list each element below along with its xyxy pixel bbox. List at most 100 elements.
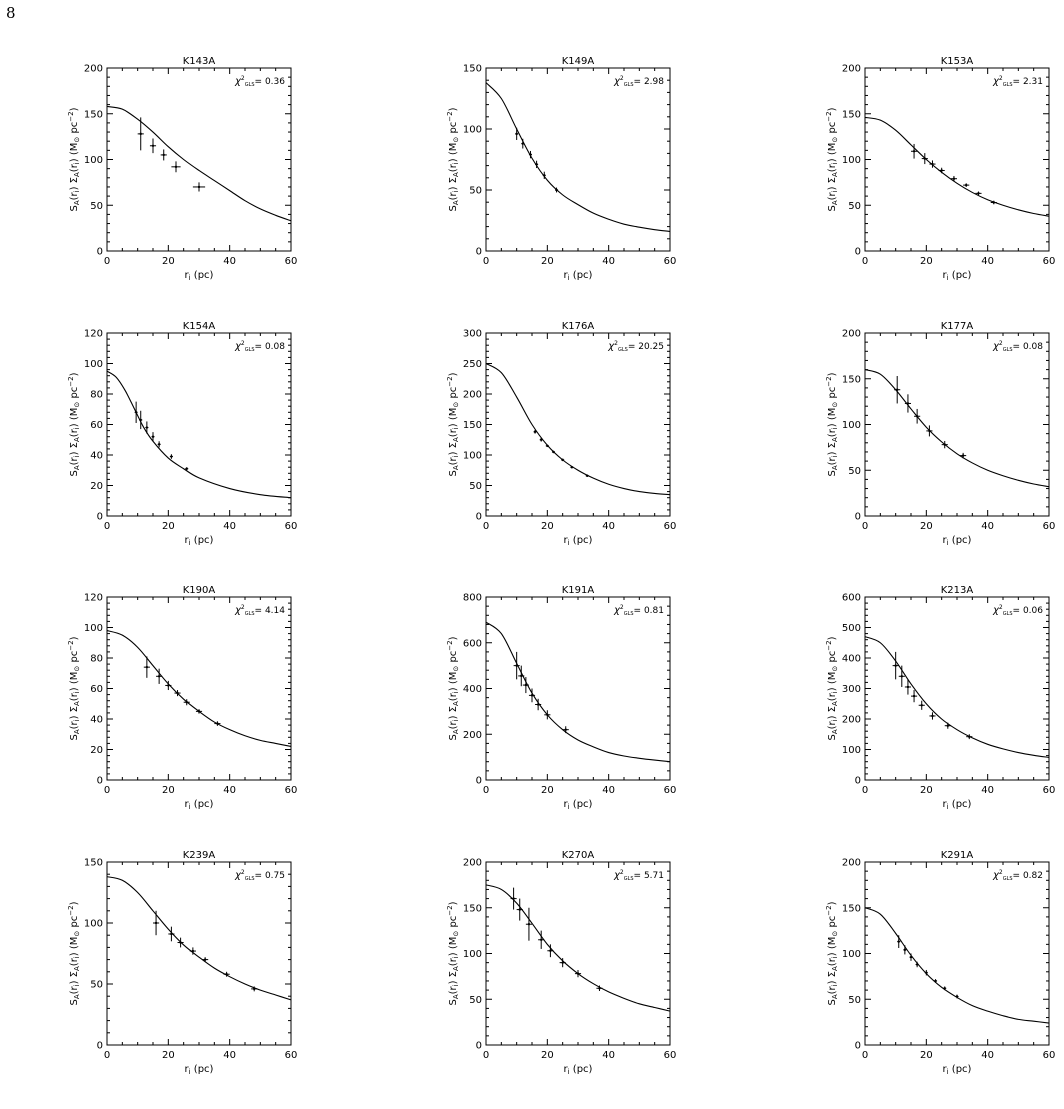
data-point xyxy=(941,440,948,449)
x-tick-label: 0 xyxy=(862,256,868,267)
y-tick-label: 0 xyxy=(855,247,861,258)
y-tick-label: 0 xyxy=(855,512,861,523)
y-tick-label: 0 xyxy=(855,776,861,787)
point-marker xyxy=(586,474,589,477)
y-tick-label: 120 xyxy=(84,329,103,340)
point-marker xyxy=(520,674,523,678)
point-marker xyxy=(576,972,580,975)
point-marker xyxy=(253,987,256,991)
data-point xyxy=(926,425,933,437)
y-tick-label: 100 xyxy=(463,125,482,136)
data-point xyxy=(160,149,167,161)
y-axis-label: SA(ri) ΣA(ri) (M⊙ pc−2) xyxy=(67,901,81,1005)
chi2-value: 0.75 xyxy=(265,871,285,881)
y-tick-label: 600 xyxy=(842,593,861,604)
data-point xyxy=(151,432,155,442)
data-point xyxy=(570,465,574,469)
data-point xyxy=(165,680,172,691)
panel-title: K176A xyxy=(562,321,595,332)
point-marker xyxy=(536,703,540,706)
data-point xyxy=(894,376,901,404)
panel-title: K143A xyxy=(183,56,216,67)
x-tick-label: 20 xyxy=(162,785,175,796)
y-tick-label: 60 xyxy=(90,684,103,695)
y-tick-label: 100 xyxy=(842,155,861,166)
data-point xyxy=(533,429,537,434)
x-tick-label: 0 xyxy=(862,1050,868,1061)
y-tick-label: 100 xyxy=(842,949,861,960)
y-axis-label: SA(ri) ΣA(ri) (M⊙ pc−2) xyxy=(825,107,839,211)
plot-frame xyxy=(864,332,1050,517)
x-tick-label: 60 xyxy=(1043,521,1056,532)
x-tick-label: 60 xyxy=(285,1050,298,1061)
chi2-annotation: χ2GLS= 20.25 xyxy=(607,340,664,353)
point-marker xyxy=(897,940,900,943)
model-curve xyxy=(864,636,1050,758)
data-point xyxy=(975,191,982,196)
point-marker xyxy=(521,142,524,145)
y-tick-label: 150 xyxy=(463,64,482,75)
data-point xyxy=(521,138,525,149)
point-marker xyxy=(170,932,173,936)
plot-frame xyxy=(106,596,292,781)
data-point xyxy=(169,454,173,459)
y-tick-label: 50 xyxy=(469,481,482,492)
point-marker xyxy=(961,454,965,457)
point-marker xyxy=(174,165,178,169)
x-tick-label: 60 xyxy=(664,785,677,796)
y-axis-label: SA(ri) ΣA(ri) (M⊙ pc−2) xyxy=(825,372,839,476)
point-marker xyxy=(191,949,195,953)
panel-K149A: K149A 0 20 40 60 0 50 100 150 ri (pc) SA(ri) ΣA(ri… xyxy=(446,56,676,282)
model-curve xyxy=(106,105,292,222)
data-point xyxy=(963,183,970,187)
x-axis-label: ri (pc) xyxy=(185,799,214,811)
y-tick-label: 0 xyxy=(97,776,103,787)
panel-title: K213A xyxy=(941,585,974,596)
point-marker xyxy=(527,923,531,926)
data-point xyxy=(897,935,901,949)
y-tick-label: 100 xyxy=(84,919,103,930)
x-tick-label: 20 xyxy=(920,785,933,796)
data-point xyxy=(904,679,911,695)
y-axis-label: SA(ri) ΣA(ri) (M⊙ pc−2) xyxy=(446,636,460,740)
x-axis-label: ri (pc) xyxy=(943,799,972,811)
y-axis-label: SA(ri) ΣA(ri) (M⊙ pc−2) xyxy=(446,372,460,476)
data-point xyxy=(168,926,175,942)
point-marker xyxy=(170,455,173,458)
data-point xyxy=(918,700,925,710)
panel-K153A: K153A 0 20 40 60 0 50 100 150 200 ri (pc) SA(ri) ΣA… xyxy=(825,56,1055,282)
panel-K177A: K177A 0 20 40 60 0 50 100 150 200 ri (pc) SA(ri) ΣA… xyxy=(825,321,1055,547)
point-marker xyxy=(145,426,149,429)
point-marker xyxy=(145,665,149,669)
data-point xyxy=(915,961,919,968)
y-axis-label: SA(ri) ΣA(ri) (M⊙ pc−2) xyxy=(825,901,839,1005)
panel-title: K177A xyxy=(941,321,974,332)
point-marker xyxy=(533,430,537,434)
point-marker xyxy=(216,722,219,725)
y-tick-label: 20 xyxy=(90,745,103,756)
chi2-annotation: χ2GLS= 0.81 xyxy=(613,604,664,617)
x-tick-label: 20 xyxy=(162,521,175,532)
point-marker xyxy=(952,177,956,180)
chi2-annotation: χ2GLS= 2.98 xyxy=(613,75,664,88)
chi2-annotation: χ2GLS= 0.82 xyxy=(992,869,1043,882)
data-point xyxy=(892,651,899,680)
panel-K291A: K291A 0 20 40 60 0 50 100 150 200 ri (pc) SA(ri) ΣA… xyxy=(825,850,1055,1076)
y-tick-label: 40 xyxy=(90,451,103,462)
data-point xyxy=(516,898,523,921)
chi2-value: 2.31 xyxy=(1023,77,1043,87)
y-tick-label: 100 xyxy=(842,745,861,756)
x-tick-label: 60 xyxy=(664,521,677,532)
x-tick-label: 40 xyxy=(223,256,236,267)
plot-frame xyxy=(485,67,671,252)
point-marker xyxy=(915,963,919,966)
chi2-value: 2.98 xyxy=(644,77,664,87)
panel-title: K270A xyxy=(562,850,595,861)
data-point xyxy=(223,971,230,977)
data-point xyxy=(157,441,161,448)
x-tick-label: 0 xyxy=(483,1050,489,1061)
data-point xyxy=(156,668,163,684)
x-tick-label: 40 xyxy=(223,521,236,532)
x-tick-label: 40 xyxy=(981,1050,994,1061)
y-axis-label: SA(ri) ΣA(ri) (M⊙ pc−2) xyxy=(825,636,839,740)
